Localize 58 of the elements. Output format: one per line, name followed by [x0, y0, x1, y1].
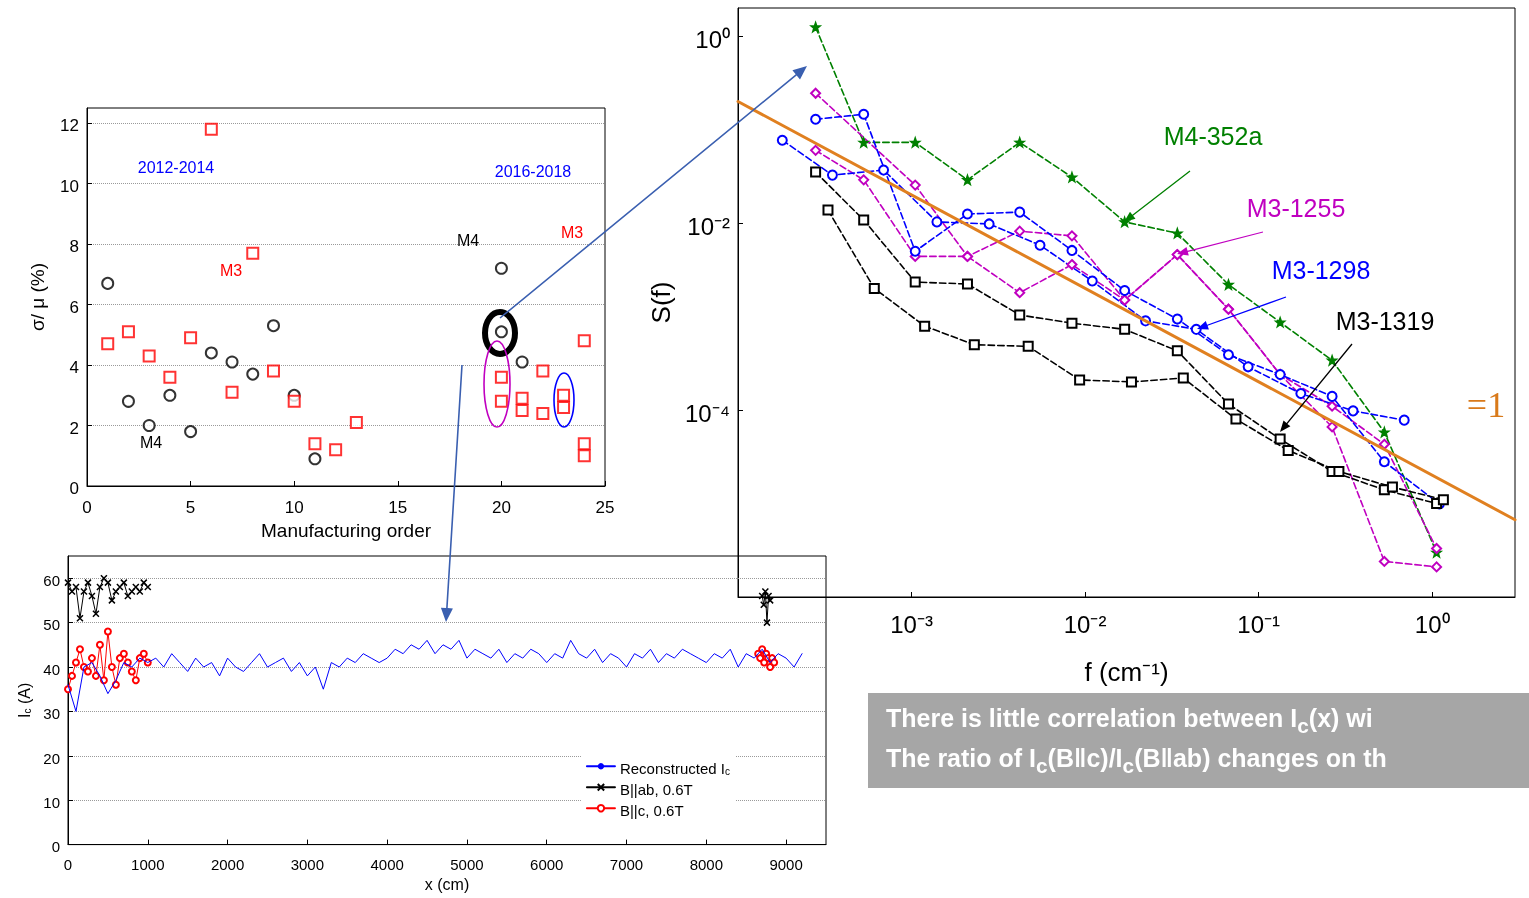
x-tick-label: 3000: [290, 856, 325, 874]
annotation: M3: [219, 262, 243, 280]
y-tick-label: 4: [69, 358, 79, 378]
y-axis-title: S(f): [646, 281, 677, 324]
legend-label: B||c, 0.6T: [619, 802, 684, 819]
x-tick-label: 7000: [609, 856, 644, 874]
y-tick-label: 10⁻⁴: [684, 400, 730, 428]
y-tick-label: 40: [43, 660, 60, 678]
legend-label: B||ab, 0.6T: [619, 781, 693, 798]
y-tick-label: 0: [69, 479, 79, 499]
x-tick-label: 1000: [131, 856, 165, 874]
x-tick-label: 5000: [450, 856, 484, 874]
y-tick-label: 12: [60, 116, 79, 136]
annotation: M3: [560, 224, 584, 242]
y-tick-label: 10: [60, 176, 79, 196]
x-tick-label: 10⁻³: [890, 610, 933, 638]
x-tick-label: 10⁻²: [1063, 610, 1107, 638]
x-tick-label: 20: [491, 498, 511, 518]
text: The ratio of I$_{c}$(B‖c)/I$_{c}$(B‖ab) changes on th: [886, 743, 1387, 779]
x-axis-title: x (cm): [424, 876, 470, 894]
x-tick-label: 25: [595, 498, 615, 518]
annotation: =1: [1466, 385, 1506, 426]
annotation: M3-1255: [1246, 194, 1346, 223]
x-tick-label: 15: [388, 498, 408, 518]
x-tick-label: 5: [185, 498, 196, 518]
x-tick-label: 8000: [689, 856, 723, 874]
x-tick-label: 10⁰: [1414, 610, 1450, 638]
x-axis-title: Manufacturing order: [260, 520, 432, 541]
annotation: 2012-2014: [137, 159, 215, 177]
y-tick-label: 2: [69, 418, 79, 438]
y-tick-label: 50: [43, 616, 60, 634]
x-tick-label: 2000: [210, 856, 245, 874]
y-axis-title: σ/ μ (%): [27, 262, 48, 332]
annotation: 2016-2018: [494, 163, 572, 181]
y-tick-label: 8: [69, 237, 79, 257]
x-tick-label: 0: [82, 498, 92, 518]
text: There is little correlation between I$_{c}$(x) wi: [886, 703, 1373, 739]
annotation: M4: [456, 232, 480, 250]
legend-label: Reconstructed Ic: [619, 760, 730, 777]
y-tick-label: 10⁻²: [687, 213, 731, 241]
x-tick-label: 9000: [769, 856, 803, 874]
y-tick-label: 30: [43, 705, 60, 723]
x-tick-label: 10: [284, 498, 304, 518]
y-axis-title: Ic (A): [15, 682, 33, 718]
y-tick-label: 20: [43, 749, 60, 767]
x-axis-title: f (cm⁻¹): [1084, 656, 1169, 687]
x-tick-label: 10⁻¹: [1237, 610, 1280, 638]
annotation: M3-1298: [1271, 256, 1371, 285]
x-tick-label: 6000: [530, 856, 564, 874]
y-tick-label: 0: [51, 838, 60, 856]
y-tick-label: 6: [69, 297, 79, 317]
x-tick-label: 4000: [370, 856, 404, 874]
annotation: M4-352a: [1163, 122, 1263, 151]
y-tick-label: 60: [43, 571, 60, 589]
y-tick-label: 10⁰: [695, 26, 730, 54]
annotation: M3-1319: [1335, 307, 1435, 336]
y-tick-label: 10: [43, 793, 60, 811]
annotation: M4: [139, 434, 163, 452]
